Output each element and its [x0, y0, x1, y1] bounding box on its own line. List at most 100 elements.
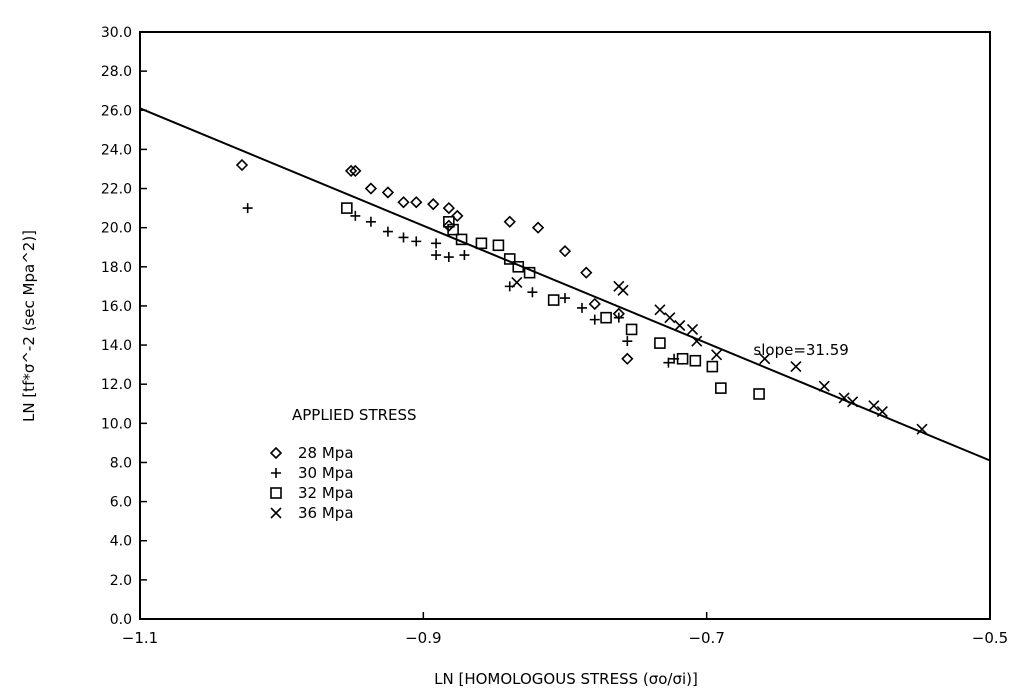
data-point-x [674, 319, 686, 332]
data-point-square [512, 260, 525, 273]
x-tick-label: −0.9 [405, 629, 441, 647]
data-point-x [686, 323, 699, 335]
legend-label: 28 Mpa [298, 444, 354, 462]
series-28-mpa [235, 158, 634, 365]
y-tick-label: 10.0 [101, 416, 132, 432]
y-tick-label: 24.0 [101, 142, 132, 158]
data-point-plus [242, 203, 253, 214]
data-point-square [625, 323, 638, 336]
data-point-diamond [410, 196, 423, 209]
data-point-diamond [397, 196, 410, 209]
legend-item: 28 Mpa [269, 444, 354, 462]
legend-label: 32 Mpa [298, 484, 354, 502]
data-point-diamond [588, 297, 601, 311]
data-point-plus [577, 302, 587, 313]
data-point-square [492, 239, 505, 252]
data-point-x [664, 312, 676, 324]
data-point-diamond [349, 164, 362, 178]
data-point-square [523, 266, 536, 279]
data-point-square [676, 352, 689, 365]
data-point-diamond [451, 209, 464, 223]
data-point-plus [382, 226, 393, 237]
series-32-mpa [341, 202, 765, 400]
data-point-square [341, 202, 353, 214]
data-point-square [600, 311, 612, 324]
data-point-diamond [558, 245, 572, 258]
data-point-diamond [621, 352, 634, 365]
legend-item: 32 Mpa [270, 484, 354, 502]
data-point-x [876, 406, 888, 418]
y-tick-label: 16.0 [101, 299, 132, 315]
y-axis-label: LN [tf*σ^-2 (sec Mpa^2)] [20, 230, 38, 422]
legend-marker-diamond [269, 446, 283, 460]
y-tick-label: 20.0 [101, 221, 132, 237]
series-30-mpa [242, 203, 680, 368]
data-point-plus [398, 232, 409, 243]
data-point-square [706, 360, 719, 373]
data-points [235, 158, 928, 435]
y-tick-label: 0.0 [110, 612, 132, 628]
legend: APPLIED STRESS 28 Mpa 30 Mpa 32 Mpa 36 Mpa [269, 406, 417, 522]
series-36-mpa [511, 276, 928, 435]
legend-item: 36 Mpa [270, 504, 354, 522]
slope-annotation: slope=31.59 [753, 341, 848, 359]
y-tick-label: 8.0 [110, 455, 132, 471]
data-point-diamond [503, 215, 516, 228]
y-tick-label: 22.0 [101, 182, 132, 198]
axes [139, 31, 991, 620]
data-point-diamond [427, 198, 440, 211]
y-tick-label: 18.0 [101, 260, 132, 276]
data-point-plus [431, 250, 442, 261]
data-point-square [715, 382, 727, 394]
data-point-plus [622, 336, 633, 347]
legend-marker-x [270, 507, 282, 519]
legend-item: 30 Mpa [271, 464, 354, 482]
data-point-x [617, 284, 629, 296]
data-point-x [511, 276, 523, 289]
data-point-x [847, 396, 859, 408]
legend-title: APPLIED STRESS [292, 406, 417, 424]
data-point-plus [560, 293, 570, 304]
data-point-x [759, 353, 771, 365]
legend-marker-plus [271, 468, 281, 478]
fit-line-layer [139, 107, 991, 462]
data-point-diamond [580, 266, 593, 279]
y-tick-label: 28.0 [101, 64, 132, 80]
y-tick-label: 6.0 [110, 495, 132, 511]
data-point-square [475, 237, 488, 250]
data-point-square [503, 253, 516, 265]
data-point-x [691, 335, 703, 347]
data-point-plus [527, 287, 538, 298]
x-tick-label: −0.5 [972, 629, 1008, 647]
data-point-x [654, 304, 666, 316]
data-point-square [455, 233, 468, 246]
data-point-plus [459, 250, 470, 261]
y-tick-label: 2.0 [110, 573, 132, 589]
data-point-diamond [235, 158, 249, 172]
data-point-plus [431, 238, 442, 249]
data-point-square [654, 337, 666, 349]
legend-marker-square [270, 487, 282, 499]
data-point-diamond [364, 182, 378, 195]
x-tick-label: −0.7 [688, 629, 724, 647]
y-tick-label: 12.0 [101, 377, 132, 393]
data-point-x [790, 361, 802, 373]
data-point-square [447, 223, 459, 236]
data-point-x [818, 380, 830, 392]
legend-label: 36 Mpa [298, 504, 354, 522]
y-tick-label: 26.0 [101, 103, 132, 119]
plot-frame [139, 31, 991, 620]
x-tick-label: −1.1 [122, 629, 158, 647]
data-point-x [868, 400, 880, 412]
x-axis-label: LN [HOMOLOGOUS STRESS (σo/σi)] [434, 670, 698, 688]
legend-items: 28 Mpa 30 Mpa 32 Mpa 36 Mpa [269, 444, 354, 522]
y-tick-label: 30.0 [101, 25, 132, 41]
data-point-plus [350, 210, 361, 221]
data-point-diamond [531, 221, 545, 234]
fit-line [139, 107, 991, 462]
data-point-x [838, 392, 850, 404]
y-tick-label: 14.0 [101, 338, 132, 354]
data-point-plus [663, 357, 674, 368]
data-point-plus [411, 236, 422, 247]
